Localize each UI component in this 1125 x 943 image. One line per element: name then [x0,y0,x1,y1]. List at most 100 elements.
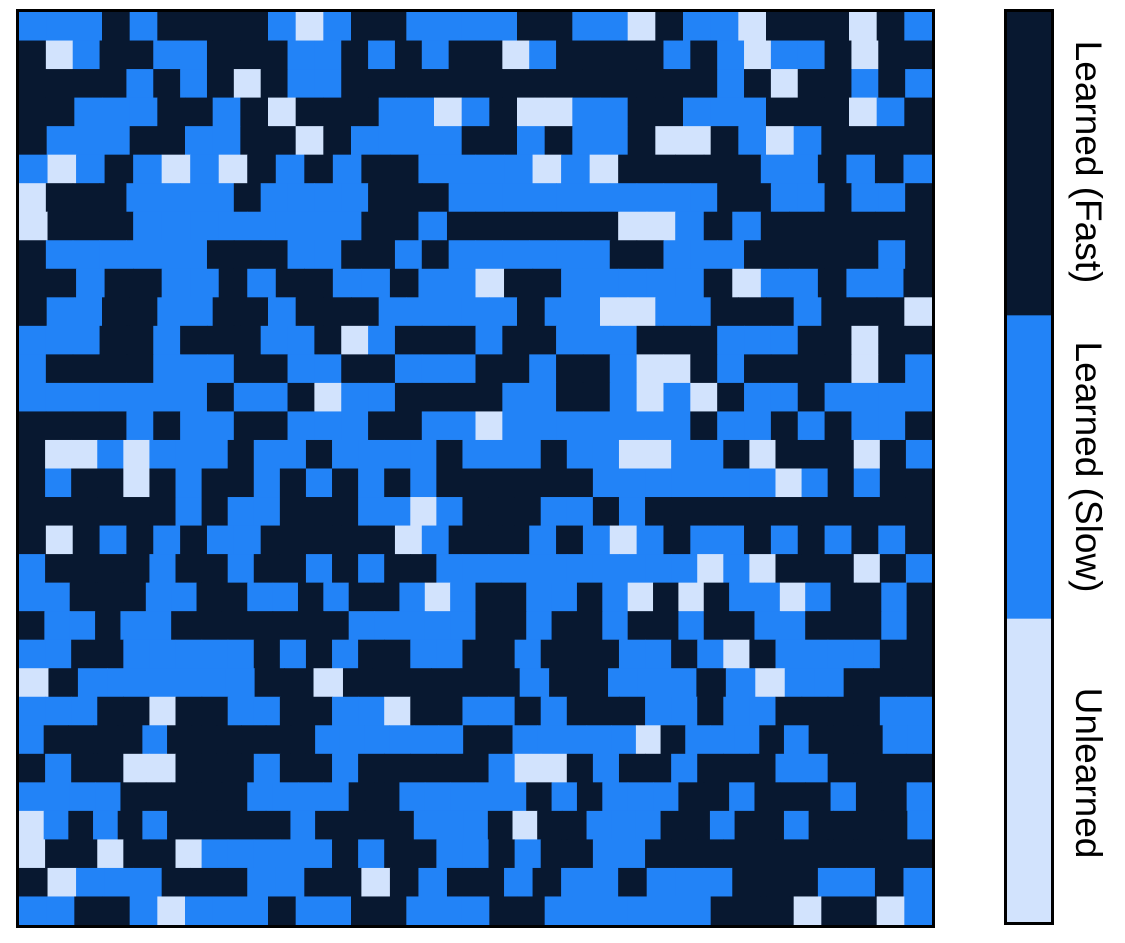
heatmap-cell [341,325,369,355]
heatmap-cell [592,497,620,527]
heatmap-cell [157,896,186,926]
heatmap-cell [233,69,262,99]
heatmap-cell [123,554,151,584]
heatmap-cell [374,611,401,641]
heatmap-cell [201,753,229,783]
heatmap-cell [600,126,629,156]
heatmap-cell [475,268,505,298]
heatmap-cell [45,753,72,783]
heatmap-cell [462,439,490,470]
heatmap-cell [161,154,191,184]
heatmap-cell [703,211,733,241]
heatmap-cell [529,69,557,99]
heatmap-cell [462,468,490,498]
heatmap-cell [153,69,181,99]
heatmap-cell [212,896,241,926]
heatmap-cell [609,183,638,213]
heatmap-cell [394,40,423,70]
heatmap-cell [551,611,578,641]
heatmap-cell [216,725,242,755]
heatmap-cell [72,240,101,270]
heatmap-cell [645,554,672,584]
heatmap-cell [72,69,101,99]
heatmap-cell [646,211,676,241]
heatmap-cell [102,97,131,127]
heatmap-cell [279,439,307,470]
heatmap-cell [389,268,420,298]
heatmap-cell [770,354,799,384]
heatmap-cell [783,725,810,755]
heatmap-cell [683,297,712,327]
heatmap-cell [201,839,229,869]
heatmap-cell [655,126,684,156]
heatmap-cell [797,183,826,213]
heatmap-cell [314,525,342,555]
heatmap-cell [332,154,362,184]
heatmap-cell [824,69,853,99]
heatmap-cell [589,867,619,898]
heatmap-cell [368,411,396,441]
heatmap-cell [775,839,803,869]
heatmap-cell [180,354,208,384]
heatmap-cell [529,354,557,384]
heatmap-cell [180,525,208,555]
heatmap-cell [241,810,267,841]
heatmap-cell [532,211,562,241]
heatmap-cell [123,753,151,783]
heatmap-cell [853,639,881,669]
heatmap-cell [191,725,218,755]
heatmap-cell [821,126,850,156]
heatmap-cell [201,439,229,470]
heatmap-cell [489,12,518,42]
heatmap-cell [879,639,907,669]
heatmap-cell [72,325,101,355]
heatmap-cell [129,896,158,926]
heatmap-cell [502,411,530,441]
heatmap-cell [749,468,777,498]
heatmap-cell [830,582,857,612]
heatmap-cell [201,696,229,726]
heatmap-cell [44,582,71,612]
heatmap-cell [19,240,47,270]
heatmap-cell [74,12,103,42]
heatmap-cell [556,525,584,555]
heatmap-cell [851,354,879,384]
heatmap-cell [74,97,103,127]
heatmap-cell [104,154,134,184]
heatmap-cell [549,668,580,698]
heatmap-cell [45,411,74,441]
heatmap-cell [853,468,881,498]
heatmap-cell [843,668,874,698]
heatmap-cell [314,411,342,441]
heatmap-cell [618,468,646,498]
heatmap-cell [540,554,568,584]
heatmap-cell [133,268,163,298]
heatmap-cell [351,896,380,926]
heatmap-cell [770,525,799,555]
heatmap-cell [636,354,665,384]
heatmap-cell [671,839,698,869]
heatmap-cell [72,525,101,555]
heatmap-cell [770,40,799,70]
heatmap-cell [240,97,269,127]
heatmap-cell [190,154,220,184]
heatmap-cell [618,639,646,669]
heatmap-cell [364,810,390,841]
heatmap-cell [600,896,629,926]
heatmap-cell [878,525,906,555]
heatmap-cell [904,126,933,156]
heatmap-cell [797,382,826,413]
heatmap-cell [487,810,514,841]
heatmap-cell [279,753,307,783]
heatmap-cell [882,810,908,841]
heatmap-cell [609,525,638,555]
heatmap-cell [636,40,665,70]
colorbar-label-learned-slow: Learned (Slow) [1068,342,1109,593]
heatmap-cell [97,839,124,869]
heatmap-cell [697,554,724,584]
heatmap-cell [514,554,542,584]
heatmap-cell [133,154,163,184]
heatmap-cell [104,211,134,241]
heatmap-cell [749,696,777,726]
heatmap-cell [448,240,477,270]
